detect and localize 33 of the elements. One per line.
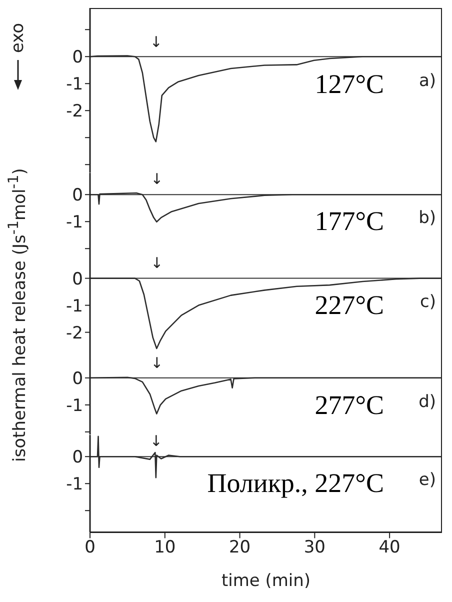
y-tick-label: -1: [66, 296, 84, 316]
x-axis-title: time (min): [221, 570, 311, 591]
annotation: 227°C: [314, 290, 384, 321]
y-tick-label: -1: [66, 212, 83, 232]
y-tick-label: 0: [72, 185, 83, 206]
y-tick-label: -2: [66, 102, 84, 122]
annotation: 177°C: [314, 206, 384, 238]
y-tick-label: 0: [72, 48, 84, 68]
annotation: e): [418, 470, 436, 490]
y-tick-label: -2: [66, 323, 84, 344]
annotation: d): [418, 392, 436, 412]
annotation: c): [420, 292, 436, 312]
y-tick-label: -1: [66, 74, 84, 95]
x-tick-label: 30: [304, 536, 326, 557]
x-tick-label: 40: [378, 536, 400, 557]
annotation: 277°C: [314, 390, 384, 421]
annotation: ↓: [150, 170, 164, 188]
y-tick-label: 0: [72, 368, 84, 389]
annotation: 127°C: [314, 68, 384, 100]
x-tick-label: 20: [228, 536, 251, 557]
y-tick-label: 0: [72, 269, 84, 290]
y-tick-label: -1: [66, 474, 84, 494]
annotation: ↓: [150, 254, 164, 272]
text: exo: [8, 22, 28, 54]
x-tick-label: 10: [154, 536, 176, 557]
annotation: ↓: [150, 32, 162, 51]
annotation: ↓: [150, 354, 164, 372]
annotation: b): [418, 208, 436, 228]
annotation: Поликр., 227°C: [207, 468, 384, 500]
annotation: a): [418, 70, 436, 91]
y-tick-label: -1: [66, 396, 84, 416]
annotation: ↓: [150, 432, 162, 450]
y-tick-label: 0: [72, 447, 84, 468]
